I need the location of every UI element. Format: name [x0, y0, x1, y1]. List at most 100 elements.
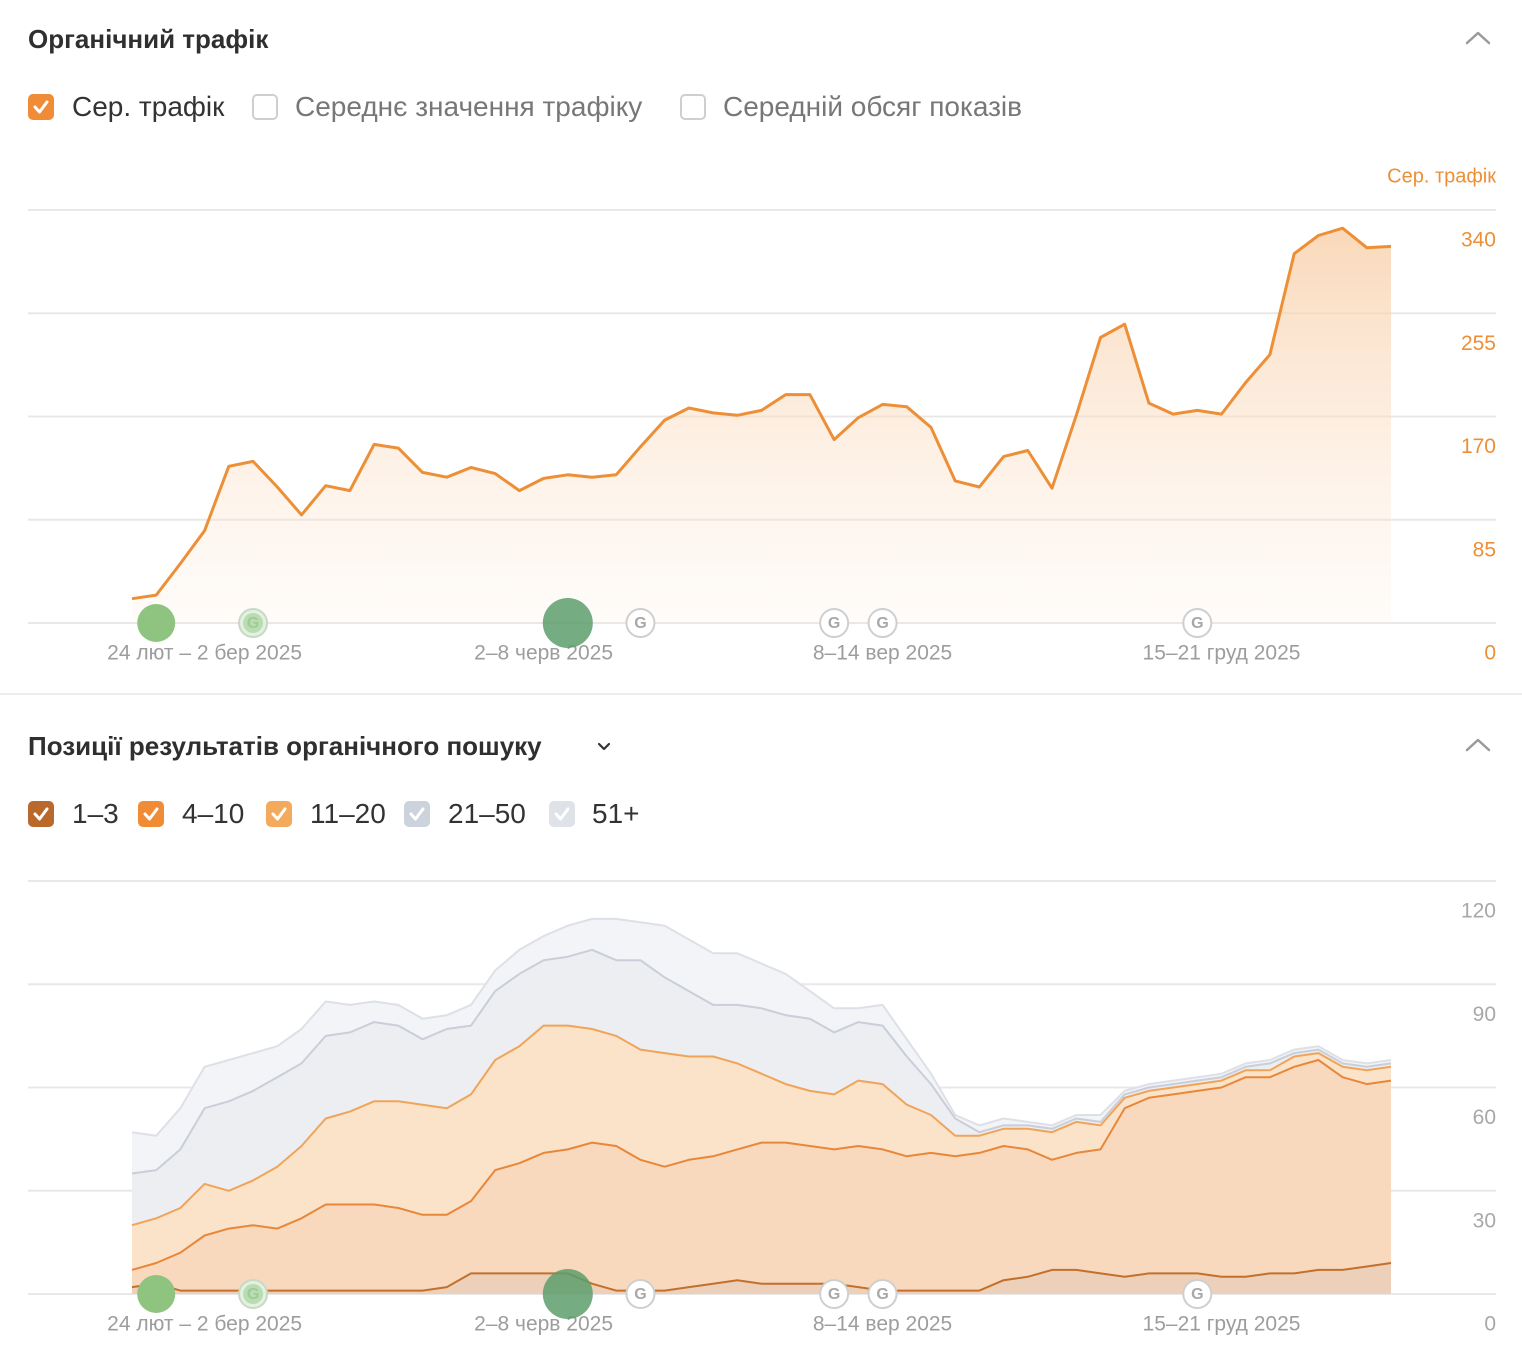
x-tick-label: 8–14 вер 2025	[813, 1313, 952, 1336]
legend-checkbox-3[interactable]	[266, 801, 292, 827]
svg-text:G: G	[247, 1286, 259, 1303]
chevron-up-icon[interactable]	[1464, 28, 1492, 48]
avg-traffic-checkbox[interactable]	[28, 94, 54, 120]
traffic-point[interactable]	[1268, 353, 1272, 357]
x-tick-label: 2–8 черв 2025	[474, 1313, 613, 1336]
traffic-point[interactable]	[784, 393, 788, 397]
traffic-point[interactable]	[1389, 244, 1393, 248]
traffic-point[interactable]	[566, 473, 570, 477]
mean-traffic-checkbox[interactable]	[252, 94, 278, 120]
traffic-point[interactable]	[275, 485, 279, 489]
legend-checkbox-2[interactable]	[138, 801, 164, 827]
mean-traffic-label[interactable]: Середнє значення трафіку	[295, 91, 643, 122]
traffic-point[interactable]	[1292, 252, 1296, 256]
traffic-point[interactable]	[203, 529, 207, 533]
legend-checkbox-4[interactable]	[404, 801, 430, 827]
traffic-point[interactable]	[977, 485, 981, 489]
traffic-point[interactable]	[663, 418, 667, 422]
traffic-point[interactable]	[1002, 455, 1006, 459]
traffic-point[interactable]	[1098, 336, 1102, 340]
traffic-section-title: Органічний трафік	[28, 24, 269, 54]
x-tick-label: 24 лют – 2 бер 2025	[107, 642, 302, 665]
google-update-icon[interactable]: G	[867, 608, 898, 638]
traffic-point[interactable]	[711, 411, 715, 415]
traffic-point[interactable]	[638, 445, 642, 449]
legend-checkbox-5[interactable]	[549, 801, 575, 827]
avg-impressions-label[interactable]: Середній обсяг показів	[723, 91, 1023, 122]
svg-text:G: G	[634, 1286, 646, 1303]
svg-text:G: G	[876, 1286, 888, 1303]
traffic-point[interactable]	[808, 393, 812, 397]
legend-label[interactable]: 4–10	[182, 798, 245, 829]
series-line-3	[131, 1024, 1392, 1227]
google-update-icon[interactable]: G	[238, 1279, 269, 1309]
chevron-down-icon[interactable]	[596, 740, 612, 754]
avg-traffic-label[interactable]: Сер. трафік	[72, 91, 225, 122]
traffic-point[interactable]	[227, 464, 231, 468]
traffic-point[interactable]	[324, 484, 328, 488]
traffic-point[interactable]	[1365, 246, 1369, 250]
google-update-icon[interactable]: G	[625, 1279, 656, 1309]
traffic-point[interactable]	[1316, 234, 1320, 238]
traffic-point[interactable]	[1341, 226, 1345, 230]
traffic-area	[132, 228, 1391, 623]
traffic-point[interactable]	[1050, 486, 1054, 490]
event-marker-dot-large[interactable]	[542, 598, 593, 648]
traffic-point[interactable]	[1074, 413, 1078, 417]
traffic-point[interactable]	[1220, 412, 1224, 416]
positions-section-title[interactable]: Позиції результатів органічного пошуку	[28, 731, 542, 761]
chevron-up-icon[interactable]	[1464, 735, 1492, 755]
traffic-point[interactable]	[542, 476, 546, 480]
traffic-point[interactable]	[953, 479, 957, 483]
traffic-point[interactable]	[687, 406, 691, 410]
traffic-point[interactable]	[856, 416, 860, 420]
traffic-point[interactable]	[348, 489, 352, 493]
google-update-icon[interactable]: G	[819, 608, 850, 638]
google-update-icon[interactable]: G	[1182, 608, 1213, 638]
event-marker-dot[interactable]	[137, 1275, 176, 1313]
event-marker-dot[interactable]	[137, 604, 176, 642]
traffic-point[interactable]	[421, 470, 425, 474]
traffic-point[interactable]	[1147, 401, 1151, 405]
traffic-point[interactable]	[493, 472, 497, 476]
y-tick-label: 85	[1473, 538, 1496, 561]
traffic-point[interactable]	[178, 561, 182, 565]
traffic-point[interactable]	[832, 438, 836, 442]
traffic-point[interactable]	[469, 466, 473, 470]
series-line-1	[131, 1262, 1392, 1292]
event-marker-dot-large[interactable]	[542, 1269, 593, 1319]
traffic-point[interactable]	[614, 473, 618, 477]
traffic-point[interactable]	[396, 446, 400, 450]
traffic-point[interactable]	[881, 402, 885, 406]
traffic-point[interactable]	[372, 442, 376, 446]
traffic-point[interactable]	[1195, 408, 1199, 412]
google-update-icon[interactable]: G	[238, 608, 269, 638]
legend-checkbox-1[interactable]	[28, 801, 54, 827]
traffic-point[interactable]	[517, 489, 521, 493]
traffic-point[interactable]	[905, 405, 909, 409]
y-tick-label: 120	[1461, 900, 1496, 923]
traffic-point[interactable]	[299, 513, 303, 517]
svg-text:G: G	[634, 615, 646, 632]
traffic-point[interactable]	[1123, 322, 1127, 326]
avg-impressions-checkbox[interactable]	[680, 94, 706, 120]
google-update-icon[interactable]: G	[819, 1279, 850, 1309]
traffic-point[interactable]	[760, 408, 764, 412]
traffic-point[interactable]	[1171, 412, 1175, 416]
traffic-point[interactable]	[929, 425, 933, 429]
traffic-point[interactable]	[590, 475, 594, 479]
google-update-icon[interactable]: G	[1182, 1279, 1213, 1309]
google-update-icon[interactable]: G	[867, 1279, 898, 1309]
traffic-point[interactable]	[154, 593, 158, 597]
traffic-point[interactable]	[1244, 380, 1248, 384]
legend-label[interactable]: 21–50	[448, 798, 526, 829]
traffic-point[interactable]	[735, 413, 739, 417]
traffic-point[interactable]	[251, 459, 255, 463]
legend-label[interactable]: 1–3	[72, 798, 119, 829]
traffic-point[interactable]	[445, 475, 449, 479]
traffic-point[interactable]	[130, 597, 134, 601]
traffic-point[interactable]	[1026, 449, 1030, 453]
legend-label[interactable]: 11–20	[310, 798, 386, 829]
legend-label[interactable]: 51+	[592, 798, 640, 829]
google-update-icon[interactable]: G	[625, 608, 656, 638]
